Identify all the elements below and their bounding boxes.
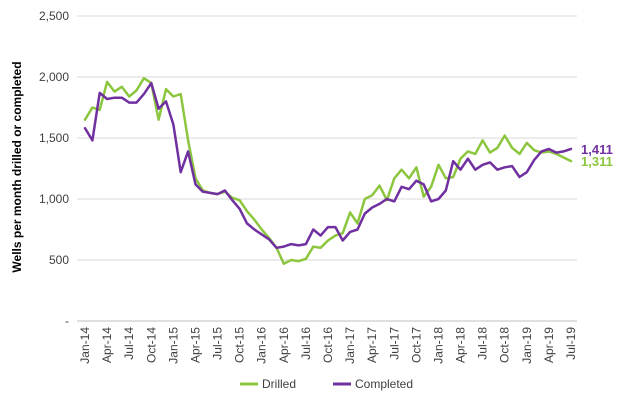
x-tick-label: Oct-16 bbox=[321, 327, 335, 363]
x-tick-label: Jan-18 bbox=[431, 327, 445, 364]
x-tick-label: Oct-15 bbox=[233, 327, 247, 363]
series-line-drilled bbox=[83, 76, 573, 265]
x-tick-label: Jul-19 bbox=[564, 327, 578, 360]
end-label-completed: 1,411 bbox=[581, 142, 613, 157]
legend: Drilled Completed bbox=[240, 377, 413, 391]
end-label-drilled: 1,311 bbox=[581, 154, 613, 169]
x-tick-label: Jul-16 bbox=[299, 327, 313, 360]
x-axis-tick-labels: Jan-14 Apr-14 Jul-14 Oct-14 Jan-15 Apr-15 Jul-… bbox=[78, 327, 578, 364]
gridlines bbox=[77, 15, 577, 261]
x-tick-label: Oct-18 bbox=[498, 327, 512, 363]
x-tick-label: Jan-19 bbox=[520, 327, 534, 364]
legend-label-drilled: Drilled bbox=[262, 377, 296, 391]
x-tick-label: Apr-14 bbox=[100, 327, 114, 363]
x-tick-label: Jul-14 bbox=[122, 327, 136, 360]
y-tick-label: 2,000 bbox=[39, 70, 69, 84]
series-line-completed bbox=[83, 81, 573, 250]
x-tick-label: Apr-18 bbox=[454, 327, 468, 363]
x-tick-label: Jan-14 bbox=[78, 327, 92, 364]
y-tick-label: 1,000 bbox=[39, 192, 69, 206]
x-tick-label: Oct-14 bbox=[144, 327, 158, 363]
y-axis-title: Wells per month drilled or completed bbox=[10, 61, 24, 272]
y-tick-label: 1,500 bbox=[39, 131, 69, 145]
y-axis-tick-labels: - 500 1,000 1,500 2,000 2,500 bbox=[39, 9, 69, 328]
x-tick-label: Apr-17 bbox=[365, 327, 379, 363]
x-tick-label: Apr-16 bbox=[277, 327, 291, 363]
y-tick-label: 2,500 bbox=[39, 9, 69, 23]
x-tick-label: Jan-16 bbox=[255, 327, 269, 364]
x-tick-label: Jul-18 bbox=[476, 327, 490, 360]
y-tick-label: 500 bbox=[49, 253, 69, 267]
x-tick-label: Jan-15 bbox=[166, 327, 180, 364]
y-tick-label: - bbox=[65, 314, 69, 328]
x-tick-label: Jul-15 bbox=[211, 327, 225, 360]
x-tick-label: Jul-17 bbox=[387, 327, 401, 360]
x-tick-label: Oct-17 bbox=[409, 327, 423, 363]
x-tick-label: Apr-15 bbox=[188, 327, 202, 363]
x-tick-label: Apr-19 bbox=[542, 327, 556, 363]
legend-label-completed: Completed bbox=[355, 377, 413, 391]
x-tick-label: Jan-17 bbox=[343, 327, 357, 364]
series-lines bbox=[83, 76, 573, 265]
